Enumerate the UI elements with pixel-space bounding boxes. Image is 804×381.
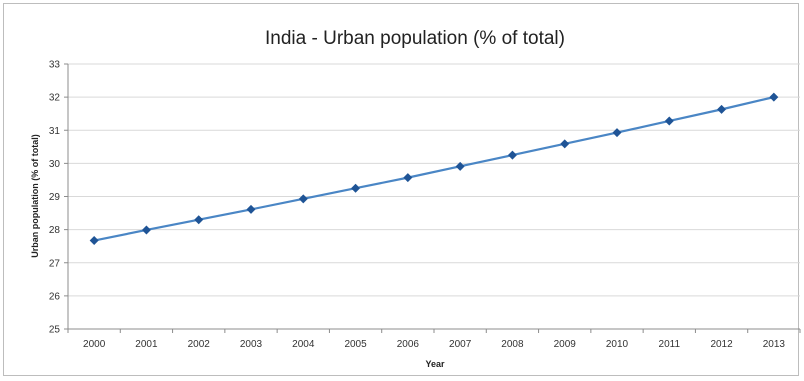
data-point-2002 (194, 215, 204, 225)
y-tick-label: 30 (49, 159, 61, 170)
x-tick-label: 2006 (397, 339, 420, 350)
y-tick-label: 29 (49, 192, 61, 203)
y-tick-label: 31 (49, 126, 61, 137)
x-tick-label: 2012 (710, 339, 733, 350)
data-point-2008 (507, 150, 517, 160)
chart-title: India - Urban population (% of total) (265, 28, 565, 49)
x-tick-label: 2009 (554, 339, 577, 350)
y-tick-label: 26 (49, 291, 61, 302)
y-tick-labels: 25 26 27 28 29 30 31 32 33 (49, 60, 61, 336)
data-point-2009 (560, 139, 570, 149)
gridlines (68, 63, 800, 297)
x-tick-label: 2013 (763, 339, 786, 350)
x-tick-label: 2001 (135, 339, 158, 350)
data-point-2005 (351, 183, 361, 193)
data-point-2000 (89, 236, 99, 246)
x-axis-title: Year (425, 359, 445, 369)
data-point-2003 (246, 204, 256, 214)
data-point-2013 (769, 92, 779, 102)
data-point-2007 (455, 161, 465, 171)
data-point-2012 (717, 104, 727, 114)
chart-frame (3, 3, 799, 376)
series-line (93, 96, 775, 242)
y-tick-label: 28 (49, 225, 61, 236)
x-tick-labels: 2000 2001 2002 2003 2004 2005 2006 2007 2008 2009… (83, 339, 785, 350)
series-layer (89, 92, 779, 246)
data-point-2011 (664, 116, 674, 126)
y-tick-label: 33 (49, 60, 61, 71)
x-tick-label: 2004 (292, 339, 315, 350)
data-point-2004 (298, 194, 308, 204)
y-axis-title: Urban population (% of total) (30, 134, 40, 257)
y-tick-label: 27 (49, 258, 61, 269)
data-point-2001 (141, 225, 151, 235)
x-tick-label: 2003 (240, 339, 263, 350)
y-tick-label: 32 (49, 93, 61, 104)
x-tick-label: 2010 (606, 339, 629, 350)
axes (64, 63, 801, 333)
x-tick-label: 2000 (83, 339, 106, 350)
x-tick-label: 2007 (449, 339, 472, 350)
x-tick-label: 2002 (188, 339, 211, 350)
data-point-2010 (612, 128, 622, 138)
data-point-2006 (403, 173, 413, 183)
y-tick-label: 25 (49, 325, 61, 336)
x-tick-label: 2008 (501, 339, 524, 350)
x-tick-label: 2005 (344, 339, 367, 350)
x-tick-label: 2011 (659, 339, 681, 350)
